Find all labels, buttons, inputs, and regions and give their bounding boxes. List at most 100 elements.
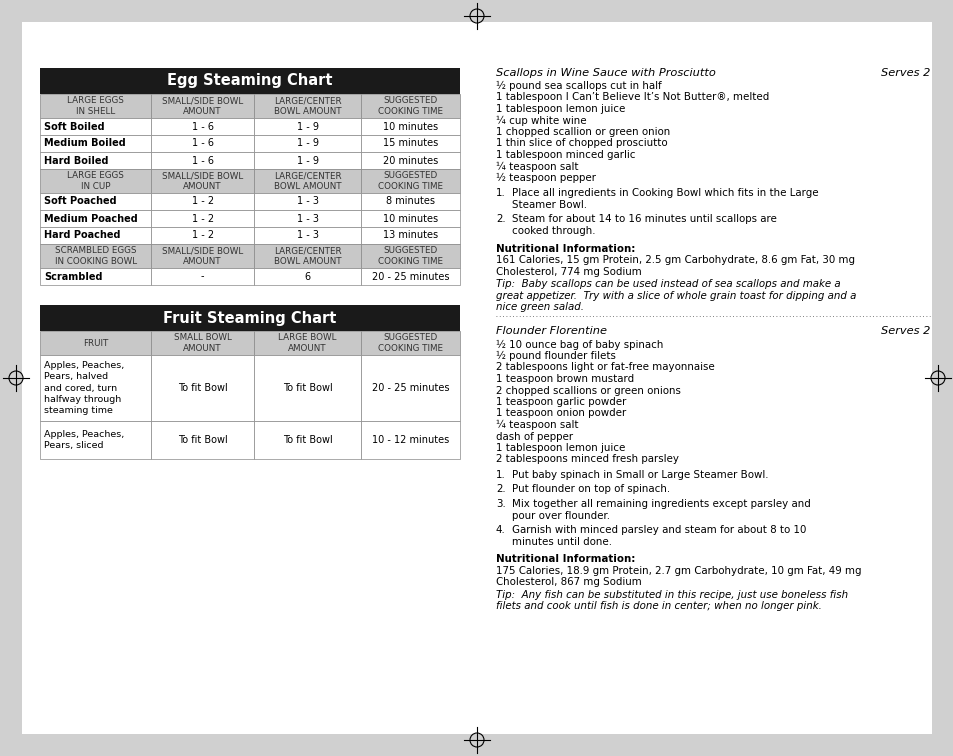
Text: LARGE/CENTER
BOWL AMOUNT: LARGE/CENTER BOWL AMOUNT [274, 97, 341, 116]
Text: ¼ cup white wine: ¼ cup white wine [496, 116, 586, 125]
Text: LARGE EGGS
IN SHELL: LARGE EGGS IN SHELL [67, 97, 124, 116]
Text: 161 Calories, 15 gm Protein, 2.5 gm Carbohydrate, 8.6 gm Fat, 30 mg
Cholesterol,: 161 Calories, 15 gm Protein, 2.5 gm Carb… [496, 255, 854, 277]
Text: To fit Bowl: To fit Bowl [283, 383, 333, 393]
Text: ½ pound flounder filets: ½ pound flounder filets [496, 351, 616, 361]
Text: Mix together all remaining ingredients except parsley and
pour over flounder.: Mix together all remaining ingredients e… [512, 499, 810, 521]
FancyBboxPatch shape [361, 118, 459, 135]
Text: SCRAMBLED EGGS
IN COOKING BOWL: SCRAMBLED EGGS IN COOKING BOWL [54, 246, 136, 265]
Text: Apples, Peaches,
Pears, sliced: Apples, Peaches, Pears, sliced [44, 430, 124, 450]
Text: 10 minutes: 10 minutes [383, 122, 437, 132]
Text: 1.: 1. [496, 188, 505, 199]
FancyBboxPatch shape [361, 169, 459, 193]
FancyBboxPatch shape [361, 210, 459, 227]
Text: 3.: 3. [496, 499, 505, 509]
FancyBboxPatch shape [253, 421, 361, 459]
Text: LARGE EGGS
IN CUP: LARGE EGGS IN CUP [67, 172, 124, 191]
Text: 2 chopped scallions or green onions: 2 chopped scallions or green onions [496, 386, 680, 395]
Text: 8 minutes: 8 minutes [386, 197, 435, 206]
FancyBboxPatch shape [253, 152, 361, 169]
FancyBboxPatch shape [152, 152, 253, 169]
FancyBboxPatch shape [361, 227, 459, 244]
Text: Tip:  Any fish can be substituted in this recipe, just use boneless fish
filets : Tip: Any fish can be substituted in this… [496, 590, 847, 611]
Text: Medium Boiled: Medium Boiled [44, 138, 126, 148]
FancyBboxPatch shape [152, 210, 253, 227]
FancyBboxPatch shape [152, 355, 253, 421]
FancyBboxPatch shape [40, 227, 152, 244]
Text: SMALL BOWL
AMOUNT: SMALL BOWL AMOUNT [173, 333, 232, 352]
Text: Put flounder on top of spinach.: Put flounder on top of spinach. [512, 485, 669, 494]
Text: 1 - 6: 1 - 6 [192, 156, 213, 166]
FancyBboxPatch shape [40, 268, 152, 285]
Text: 2 tablespoons minced fresh parsley: 2 tablespoons minced fresh parsley [496, 454, 679, 464]
Text: SUGGESTED
COOKING TIME: SUGGESTED COOKING TIME [377, 97, 443, 116]
FancyBboxPatch shape [152, 331, 253, 355]
Text: To fit Bowl: To fit Bowl [177, 435, 228, 445]
Text: SUGGESTED
COOKING TIME: SUGGESTED COOKING TIME [377, 333, 443, 352]
Text: Put baby spinach in Small or Large Steamer Bowl.: Put baby spinach in Small or Large Steam… [512, 470, 768, 480]
Text: FRUIT: FRUIT [83, 339, 109, 348]
FancyBboxPatch shape [253, 244, 361, 268]
FancyBboxPatch shape [40, 210, 152, 227]
FancyBboxPatch shape [40, 135, 152, 152]
Text: 4.: 4. [496, 525, 505, 535]
Text: Flounder Florentine: Flounder Florentine [496, 327, 606, 336]
Text: LARGE/CENTER
BOWL AMOUNT: LARGE/CENTER BOWL AMOUNT [274, 246, 341, 265]
Text: 2.: 2. [496, 215, 505, 225]
Text: 1 - 3: 1 - 3 [296, 231, 318, 240]
Text: 1 teaspoon brown mustard: 1 teaspoon brown mustard [496, 374, 634, 384]
FancyBboxPatch shape [40, 94, 152, 118]
Text: ½ pound sea scallops cut in half: ½ pound sea scallops cut in half [496, 81, 661, 91]
Text: Egg Steaming Chart: Egg Steaming Chart [167, 73, 333, 88]
Text: ½ teaspoon pepper: ½ teaspoon pepper [496, 173, 596, 183]
Text: 6: 6 [304, 271, 311, 281]
FancyBboxPatch shape [40, 421, 152, 459]
Text: 10 minutes: 10 minutes [383, 213, 437, 224]
Text: 2.: 2. [496, 485, 505, 494]
Text: 13 minutes: 13 minutes [383, 231, 437, 240]
Text: Nutritional Information:: Nutritional Information: [496, 243, 635, 253]
Text: Steam for about 14 to 16 minutes until scallops are
cooked through.: Steam for about 14 to 16 minutes until s… [512, 215, 776, 236]
Text: SMALL/SIDE BOWL
AMOUNT: SMALL/SIDE BOWL AMOUNT [162, 172, 243, 191]
Text: 1 - 6: 1 - 6 [192, 122, 213, 132]
Text: 1 tablespoon I Can’t Believe It’s Not Butter®, melted: 1 tablespoon I Can’t Believe It’s Not Bu… [496, 92, 768, 103]
Text: Tip:  Baby scallops can be used instead of sea scallops and make a
great appetiz: Tip: Baby scallops can be used instead o… [496, 279, 856, 312]
FancyBboxPatch shape [361, 244, 459, 268]
FancyBboxPatch shape [152, 227, 253, 244]
Text: 1 - 2: 1 - 2 [192, 213, 213, 224]
Text: Garnish with minced parsley and steam for about 8 to 10
minutes until done.: Garnish with minced parsley and steam fo… [512, 525, 805, 547]
Text: 175 Calories, 18.9 gm Protein, 2.7 gm Carbohydrate, 10 gm Fat, 49 mg
Cholesterol: 175 Calories, 18.9 gm Protein, 2.7 gm Ca… [496, 565, 861, 587]
Text: 20 - 25 minutes: 20 - 25 minutes [372, 383, 449, 393]
FancyBboxPatch shape [40, 244, 152, 268]
FancyBboxPatch shape [40, 68, 459, 94]
Text: Scrambled: Scrambled [44, 271, 102, 281]
Text: 1.: 1. [496, 470, 505, 480]
Text: Nutritional Information:: Nutritional Information: [496, 554, 635, 564]
FancyBboxPatch shape [40, 305, 459, 331]
Text: Serves 2: Serves 2 [880, 68, 929, 78]
FancyBboxPatch shape [361, 135, 459, 152]
Text: To fit Bowl: To fit Bowl [177, 383, 228, 393]
FancyBboxPatch shape [253, 135, 361, 152]
FancyBboxPatch shape [253, 355, 361, 421]
Text: dash of pepper: dash of pepper [496, 432, 573, 442]
FancyBboxPatch shape [152, 135, 253, 152]
Text: 1 - 9: 1 - 9 [296, 138, 318, 148]
Text: 1 tablespoon minced garlic: 1 tablespoon minced garlic [496, 150, 635, 160]
Text: Fruit Steaming Chart: Fruit Steaming Chart [163, 311, 336, 326]
FancyBboxPatch shape [253, 169, 361, 193]
FancyBboxPatch shape [253, 331, 361, 355]
Text: LARGE BOWL
AMOUNT: LARGE BOWL AMOUNT [278, 333, 336, 352]
Text: SMALL/SIDE BOWL
AMOUNT: SMALL/SIDE BOWL AMOUNT [162, 97, 243, 116]
Text: 20 minutes: 20 minutes [382, 156, 437, 166]
Text: Hard Poached: Hard Poached [44, 231, 120, 240]
FancyBboxPatch shape [40, 193, 152, 210]
FancyBboxPatch shape [361, 94, 459, 118]
Text: Serves 2: Serves 2 [880, 327, 929, 336]
Text: ¼ teaspoon salt: ¼ teaspoon salt [496, 162, 578, 172]
Text: ¼ teaspoon salt: ¼ teaspoon salt [496, 420, 578, 430]
FancyBboxPatch shape [253, 118, 361, 135]
Text: 1 teaspoon garlic powder: 1 teaspoon garlic powder [496, 397, 626, 407]
Text: -: - [201, 271, 204, 281]
FancyBboxPatch shape [253, 210, 361, 227]
FancyBboxPatch shape [253, 268, 361, 285]
